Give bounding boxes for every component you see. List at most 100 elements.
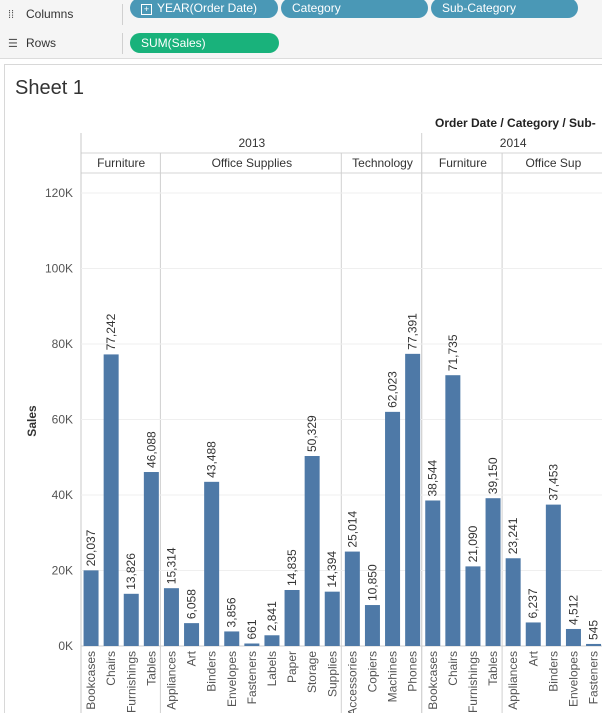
sub-category-label: Chairs: [446, 651, 460, 686]
sub-category-label: Binders: [205, 651, 219, 692]
sub-category-label: Appliances: [164, 651, 178, 710]
sales-bar-chart: Order Date / Category / Sub- 2013 2014 Furn…: [25, 116, 602, 713]
header-title: Order Date / Category / Sub-: [435, 116, 596, 130]
bar-value-label: 46,088: [144, 431, 158, 468]
sub-category-label: Tables: [144, 651, 158, 686]
bar: [485, 498, 501, 646]
bar: [344, 551, 360, 646]
bar-value-label: 23,241: [506, 517, 520, 554]
y-tick-label: 20K: [52, 564, 73, 578]
y-tick-label: 0K: [58, 639, 73, 653]
bar-value-label: 62,023: [386, 371, 400, 408]
bar: [405, 353, 421, 646]
sub-category-label: Chairs: [104, 651, 118, 686]
category-pill[interactable]: Category: [281, 0, 428, 18]
bar: [425, 500, 441, 646]
rows-shelf-label: ☰ Rows: [8, 29, 56, 58]
year-header-label: 2014: [500, 136, 527, 150]
bar: [204, 481, 220, 646]
sub-category-label: Labels: [265, 651, 279, 686]
bar-value-label: 13,826: [124, 553, 138, 590]
sub-category-label: Machines: [386, 651, 400, 702]
sub-category-label: Fasteners: [587, 651, 601, 704]
bar-value-label: 20,037: [84, 529, 98, 566]
bar: [163, 588, 179, 646]
bar: [565, 628, 581, 646]
bar-value-label: 661: [245, 619, 259, 639]
bar: [83, 570, 99, 646]
bar-value-label: 37,453: [546, 464, 560, 501]
bar-value-label: 10,850: [365, 564, 379, 601]
bar-value-label: 6,058: [185, 589, 199, 619]
bar-value-label: 15,314: [164, 547, 178, 584]
y-axis-title: Sales: [25, 405, 39, 437]
sub-category-label: Copiers: [365, 651, 379, 692]
bar: [505, 558, 521, 646]
sub-category-label: Phones: [406, 651, 420, 692]
year-order-date-pill[interactable]: + YEAR(Order Date): [130, 0, 278, 18]
bar: [244, 643, 260, 646]
bar: [224, 631, 240, 646]
bar-value-label: 3,856: [225, 597, 239, 627]
sub-category-label: Fasteners: [245, 651, 259, 704]
rows-shelf: ☰ Rows SUM(Sales): [0, 29, 602, 59]
sub-category-label: Tables: [486, 651, 500, 686]
bar: [143, 472, 159, 646]
bar-value-label: 2,841: [265, 601, 279, 631]
category-header-label: Furniture: [439, 156, 487, 170]
sub-category-label: Bookcases: [426, 651, 440, 710]
bar: [525, 622, 541, 646]
sub-category-label: Appliances: [506, 651, 520, 710]
category-header-label: Office Sup: [525, 156, 581, 170]
expand-plus-icon[interactable]: +: [141, 4, 152, 15]
sub-category-label: Storage: [305, 651, 319, 693]
bar: [545, 504, 561, 646]
bar-value-label: 6,237: [526, 588, 540, 618]
bar: [304, 456, 320, 646]
bar-value-label: 71,735: [446, 334, 460, 371]
bar: [445, 375, 461, 646]
bar-value-label: 545: [587, 620, 601, 640]
bar: [184, 623, 200, 646]
category-header-label: Technology: [352, 156, 413, 170]
bar-value-label: 25,014: [345, 511, 359, 548]
bar: [324, 591, 340, 646]
columns-icon: ⁞⁞: [8, 9, 15, 21]
bar-value-label: 77,391: [406, 313, 420, 350]
bar-value-label: 50,329: [305, 415, 319, 452]
rows-icon: ☰: [8, 38, 18, 50]
bar-value-label: 77,242: [104, 313, 118, 350]
bar-value-label: 4,512: [566, 595, 580, 625]
sub-category-label: Envelopes: [566, 651, 580, 707]
category-header-label: Furniture: [97, 156, 145, 170]
columns-shelf-label: ⁞⁞ Columns: [8, 0, 73, 29]
y-tick-label: 60K: [52, 413, 73, 427]
sub-category-label: Envelopes: [225, 651, 239, 707]
sub-category-label: Art: [185, 650, 199, 666]
bar: [364, 605, 380, 646]
y-tick-label: 100K: [45, 262, 73, 276]
columns-shelf: ⁞⁞ Columns + YEAR(Order Date) Category Sub…: [0, 0, 602, 30]
y-tick-label: 40K: [52, 488, 73, 502]
sub-category-label: Furnishings: [124, 651, 138, 713]
y-tick-label: 120K: [45, 186, 73, 200]
sub-category-label: Furnishings: [466, 651, 480, 713]
sum-sales-pill[interactable]: SUM(Sales): [130, 33, 279, 53]
worksheet: Sheet 1 Order Date / Category / Sub- 2013…: [4, 64, 602, 713]
shelf-divider: [122, 4, 123, 25]
bar-value-label: 38,544: [426, 459, 440, 496]
sub-category-label: Accessories: [345, 651, 359, 713]
y-tick-label: 80K: [52, 337, 73, 351]
shelf-divider: [122, 33, 123, 54]
sub-category-label: Bookcases: [84, 651, 98, 710]
sheet-title: Sheet 1: [15, 77, 84, 99]
bar-value-label: 43,488: [205, 441, 219, 478]
category-header-label: Office Supplies: [212, 156, 293, 170]
bar: [103, 354, 119, 646]
bar-value-label: 14,394: [325, 551, 339, 588]
year-header-label: 2013: [238, 136, 265, 150]
sub-category-label: Supplies: [325, 651, 339, 697]
sub-category-pill[interactable]: Sub-Category: [431, 0, 578, 18]
bar: [123, 593, 139, 646]
bar: [264, 635, 280, 646]
